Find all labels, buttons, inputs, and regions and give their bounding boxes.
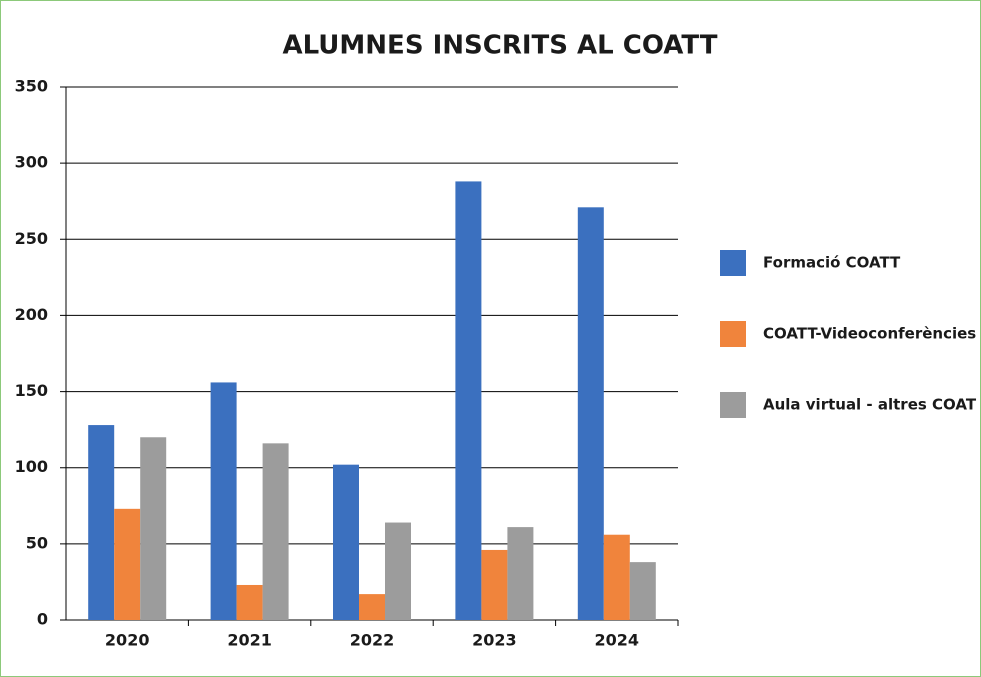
bar xyxy=(455,181,482,620)
y-tick-label: 50 xyxy=(26,533,48,552)
x-tick-label: 2023 xyxy=(472,631,517,650)
y-tick-label: 150 xyxy=(15,381,48,400)
y-tick-label: 100 xyxy=(15,457,48,476)
bar xyxy=(333,464,359,620)
y-tick-label: 250 xyxy=(15,229,48,248)
bar xyxy=(140,437,167,620)
bar xyxy=(210,382,237,620)
x-tick-label: 2024 xyxy=(595,631,640,650)
bar xyxy=(603,534,630,620)
bar xyxy=(359,594,385,620)
bar xyxy=(481,549,508,620)
bar xyxy=(88,425,115,620)
y-tick-label: 350 xyxy=(15,77,48,96)
bar xyxy=(629,562,656,620)
y-tick-label: 200 xyxy=(15,305,48,324)
legend-swatch xyxy=(720,392,746,418)
bar xyxy=(577,207,604,620)
bar xyxy=(236,584,263,620)
legend-swatch xyxy=(720,250,746,276)
legend-swatch xyxy=(720,321,746,347)
y-tick-label: 0 xyxy=(37,610,48,629)
bar xyxy=(262,443,289,620)
chart-title: ALUMNES INSCRITS AL COATT xyxy=(283,31,718,61)
bar xyxy=(385,522,411,620)
y-tick-label: 300 xyxy=(15,153,48,172)
x-tick-label: 2021 xyxy=(227,631,272,650)
x-tick-label: 2020 xyxy=(105,631,150,650)
x-tick-label: 2022 xyxy=(350,631,395,650)
legend-label: Formació COATT xyxy=(763,254,901,272)
bar xyxy=(507,527,534,620)
bar xyxy=(114,508,141,620)
legend-label: COATT-Videoconferències xyxy=(763,325,976,343)
legend-label: Aula virtual - altres COAT xyxy=(763,396,977,414)
